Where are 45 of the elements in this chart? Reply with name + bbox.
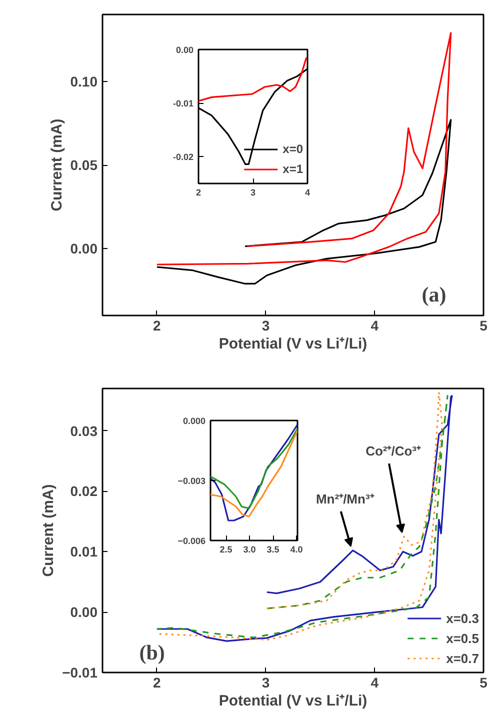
annotation: (b) — [139, 640, 165, 665]
y-tick-label: 0.00 — [176, 45, 194, 55]
y-tick-label: −0.003 — [178, 476, 206, 486]
y-tick-label: 0.10 — [70, 73, 98, 90]
y-tick-label: 0.00 — [70, 240, 98, 257]
x-axis-title: Potential (V vs Li⁺/Li) — [218, 336, 368, 352]
x-tick-label: 2.5 — [220, 544, 232, 554]
x-tick-label: 3 — [262, 318, 270, 334]
y-tick-label: 0.00 — [70, 604, 98, 620]
y-tick-label: -0.01 — [172, 98, 194, 109]
y-tick-label: 0.01 — [70, 544, 98, 560]
y-tick-label: 0.03 — [70, 422, 98, 439]
legend-label: x=0.5 — [446, 630, 479, 646]
annotation: (a) — [422, 282, 446, 306]
y-tick-label: 0.000 — [182, 416, 206, 426]
y-tick-label: 0.05 — [70, 157, 98, 173]
x-tick-label: 2 — [153, 318, 162, 334]
legend-label: x=1 — [282, 162, 303, 176]
legend-label: x=0.7 — [446, 650, 479, 666]
x-tick-label: 4 — [370, 674, 379, 690]
y-axis-title: Current (mA) — [48, 118, 66, 212]
line-series — [156, 119, 452, 285]
annotation: Co²⁺/Co³⁺ — [366, 444, 422, 459]
x-tick-label: 3 — [250, 188, 256, 198]
x-tick-label: 3.5 — [266, 544, 280, 554]
x-axis-title: Potential (V vs Li⁺/Li) — [218, 692, 368, 710]
x-tick-label: 4 — [370, 318, 379, 334]
x-tick-label: 2 — [196, 188, 202, 198]
line-series — [156, 32, 452, 266]
x-tick-label: 3.0 — [243, 544, 256, 554]
annotation: Mn²⁺/Mn³⁺ — [316, 491, 375, 506]
y-tick-label: −0.01 — [62, 664, 98, 680]
legend-label: x=0.3 — [446, 610, 479, 626]
legend-label: x=0 — [282, 142, 303, 156]
y-tick-label: 0.02 — [70, 483, 98, 500]
x-tick-label: 2 — [153, 674, 162, 690]
y-tick-label: -0.02 — [172, 152, 194, 162]
y-axis-title: Current (mA) — [40, 484, 58, 577]
y-tick-label: −0.006 — [178, 536, 206, 546]
line-series — [198, 56, 308, 102]
x-tick-label: 3 — [262, 674, 270, 690]
x-tick-label: 4 — [304, 188, 310, 198]
x-tick-label: 5 — [480, 674, 488, 690]
x-tick-label: 5 — [480, 318, 488, 334]
x-tick-label: 4.0 — [290, 544, 303, 554]
